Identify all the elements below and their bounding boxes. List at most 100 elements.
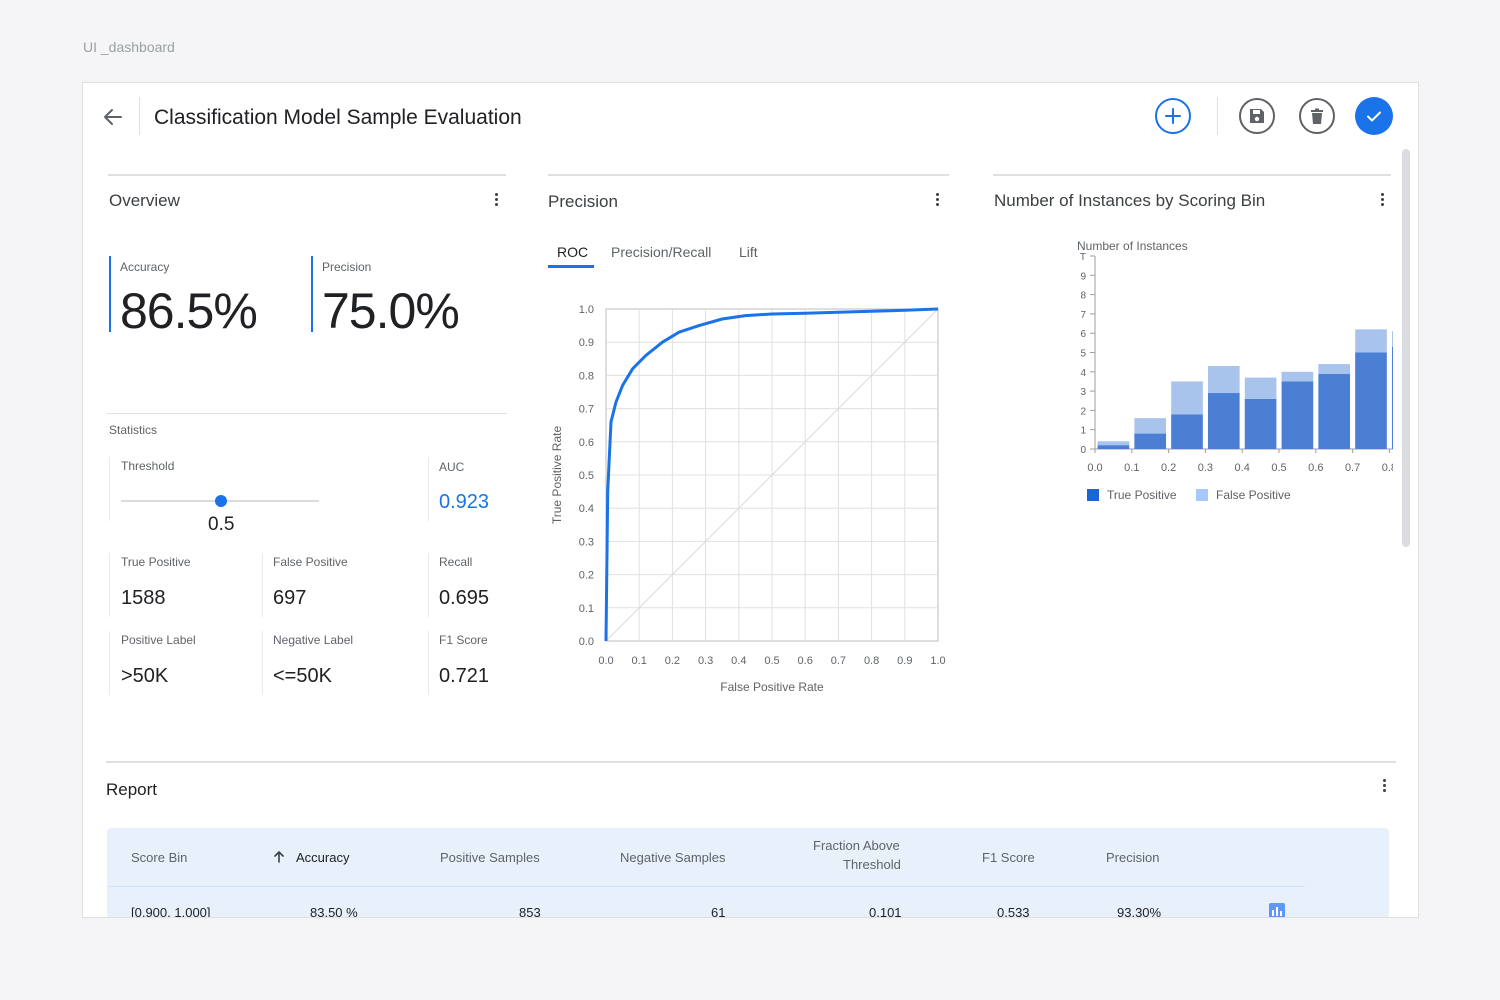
stat-divider (109, 631, 110, 695)
bar-false-positive (1097, 441, 1130, 446)
accuracy-metric: Accuracy 86.5% (109, 256, 258, 339)
bar-false-positive (1318, 364, 1351, 374)
threshold-slider-thumb[interactable] (215, 495, 227, 507)
col-negative-samples[interactable]: Negative Samples (620, 850, 726, 865)
bins-x-tick-label: 0.4 (1235, 462, 1250, 474)
fp-label: False Positive (273, 555, 348, 569)
save-button[interactable] (1239, 98, 1275, 134)
check-icon (1367, 111, 1381, 122)
legend-true-positive-label: True Positive (1107, 488, 1177, 502)
precision-metric: Precision 75.0% (311, 256, 460, 339)
roc-x-tick-label: 0.1 (632, 655, 647, 667)
report-title: Report (106, 780, 158, 799)
bins-menu-icon[interactable] (1381, 193, 1385, 208)
bar-chart-icon[interactable] (1269, 903, 1285, 918)
legend-true-positive-swatch (1087, 489, 1099, 501)
stat-divider (262, 553, 263, 617)
bins-x-tick-label: 0.7 (1345, 462, 1360, 474)
roc-x-tick-label: 0.5 (764, 655, 779, 667)
recall-value: 0.695 (439, 587, 490, 609)
report-divider (106, 761, 1396, 763)
bar-false-positive (1391, 331, 1393, 347)
bar-false-positive (1134, 418, 1167, 434)
stat-divider (428, 553, 429, 617)
cell-precision: 93.30% (1117, 905, 1162, 918)
col-f1-score[interactable]: F1 Score (982, 850, 1035, 865)
delete-button[interactable] (1299, 98, 1335, 134)
precision-menu-icon[interactable] (936, 193, 940, 208)
overview-menu-icon[interactable] (495, 193, 499, 208)
f1-label: F1 Score (439, 633, 488, 647)
bar-false-positive (1207, 366, 1240, 394)
bar-true-positive (1207, 393, 1240, 449)
roc-y-tick-label: 0.6 (579, 437, 594, 449)
report-table: Score Bin Accuracy Positive Samples Nega… (107, 828, 1389, 918)
cell-accuracy: 83.50 % (310, 905, 358, 918)
tab-roc[interactable]: ROC (557, 244, 589, 260)
bins-x-tick-label: 0.0 (1087, 462, 1102, 474)
sort-ascending-icon[interactable] (272, 850, 286, 864)
negative-label-label: Negative Label (273, 633, 354, 647)
confirm-button[interactable] (1355, 97, 1393, 135)
bins-x-tick-label: 0.5 (1271, 462, 1286, 474)
stat-divider (109, 457, 110, 521)
roc-x-tick-label: 0.0 (598, 655, 613, 667)
col-fraction-above[interactable]: Fraction Above (813, 838, 900, 853)
bar-true-positive (1391, 346, 1393, 449)
bins-x-tick-label: 0.3 (1198, 462, 1213, 474)
stat-divider (109, 553, 110, 617)
plus-icon (1165, 108, 1181, 124)
stat-divider (428, 631, 429, 695)
roc-x-tick-label: 0.4 (731, 655, 746, 667)
roc-y-tick-label: 0.3 (579, 536, 594, 548)
bar-true-positive (1318, 373, 1351, 449)
threshold-label: Threshold (121, 459, 175, 473)
fp-value: 697 (273, 587, 307, 609)
back-arrow-icon[interactable] (101, 105, 125, 129)
card-divider (548, 174, 949, 176)
tab-lift[interactable]: Lift (739, 244, 758, 260)
col-score-bin[interactable]: Score Bin (131, 850, 188, 865)
card-divider (108, 174, 506, 176)
page-title: Classification Model Sample Evaluation (154, 106, 522, 129)
report-menu-icon[interactable] (1383, 779, 1387, 794)
col-positive-samples[interactable]: Positive Samples (440, 850, 540, 865)
stat-divider (428, 457, 429, 521)
divider (139, 97, 140, 135)
tp-label: True Positive (121, 555, 191, 569)
overview-title: Overview (109, 191, 180, 210)
bins-y-tick-label: 0 (1080, 445, 1086, 456)
roc-y-tick-label: 0.0 (579, 636, 594, 648)
roc-x-tick-label: 0.7 (831, 655, 846, 667)
cell-score-bin: [0.900, 1.000] (131, 905, 211, 918)
bins-y-tick-label: 7 (1080, 310, 1086, 321)
add-button[interactable] (1155, 98, 1191, 134)
col-threshold[interactable]: Threshold (843, 857, 901, 872)
bins-card-title: Number of Instances by Scoring Bin (994, 191, 1266, 210)
bins-x-tick-label: 0.6 (1308, 462, 1323, 474)
bar-false-positive (1355, 329, 1387, 353)
roc-x-tick-label: 0.6 (798, 655, 813, 667)
floppy-disk-icon (1250, 109, 1264, 123)
tab-precision-recall[interactable]: Precision/Recall (611, 244, 712, 260)
accuracy-label: Accuracy (120, 260, 170, 274)
statistics-label: Statistics (109, 423, 158, 437)
top-bar: Classification Model Sample Evaluation (83, 83, 1418, 155)
auc-label: AUC (439, 460, 465, 474)
cell-f1: 0.533 (997, 905, 1030, 918)
roc-x-tick-label: 0.9 (897, 655, 912, 667)
cell-negative-samples: 61 (711, 905, 726, 918)
bar-false-positive (1171, 381, 1203, 415)
recall-label: Recall (439, 555, 473, 569)
f1-value: 0.721 (439, 665, 490, 687)
bins-chart: Number of Instances 0 1 2 3 4 5 6 7 8 9 T 0.0 0.1 0.2 0… (1077, 239, 1393, 502)
col-precision[interactable]: Precision (1106, 850, 1160, 865)
scrollbar[interactable] (1402, 149, 1410, 547)
bar-true-positive (1244, 398, 1277, 449)
roc-y-tick-label: 0.5 (579, 470, 594, 482)
legend-false-positive-label: False Positive (1216, 488, 1291, 502)
auc-value: 0.923 (439, 491, 490, 513)
col-accuracy[interactable]: Accuracy (296, 850, 350, 865)
bins-x-tick-label: 0.2 (1161, 462, 1176, 474)
threshold-value: 0.5 (208, 514, 235, 535)
